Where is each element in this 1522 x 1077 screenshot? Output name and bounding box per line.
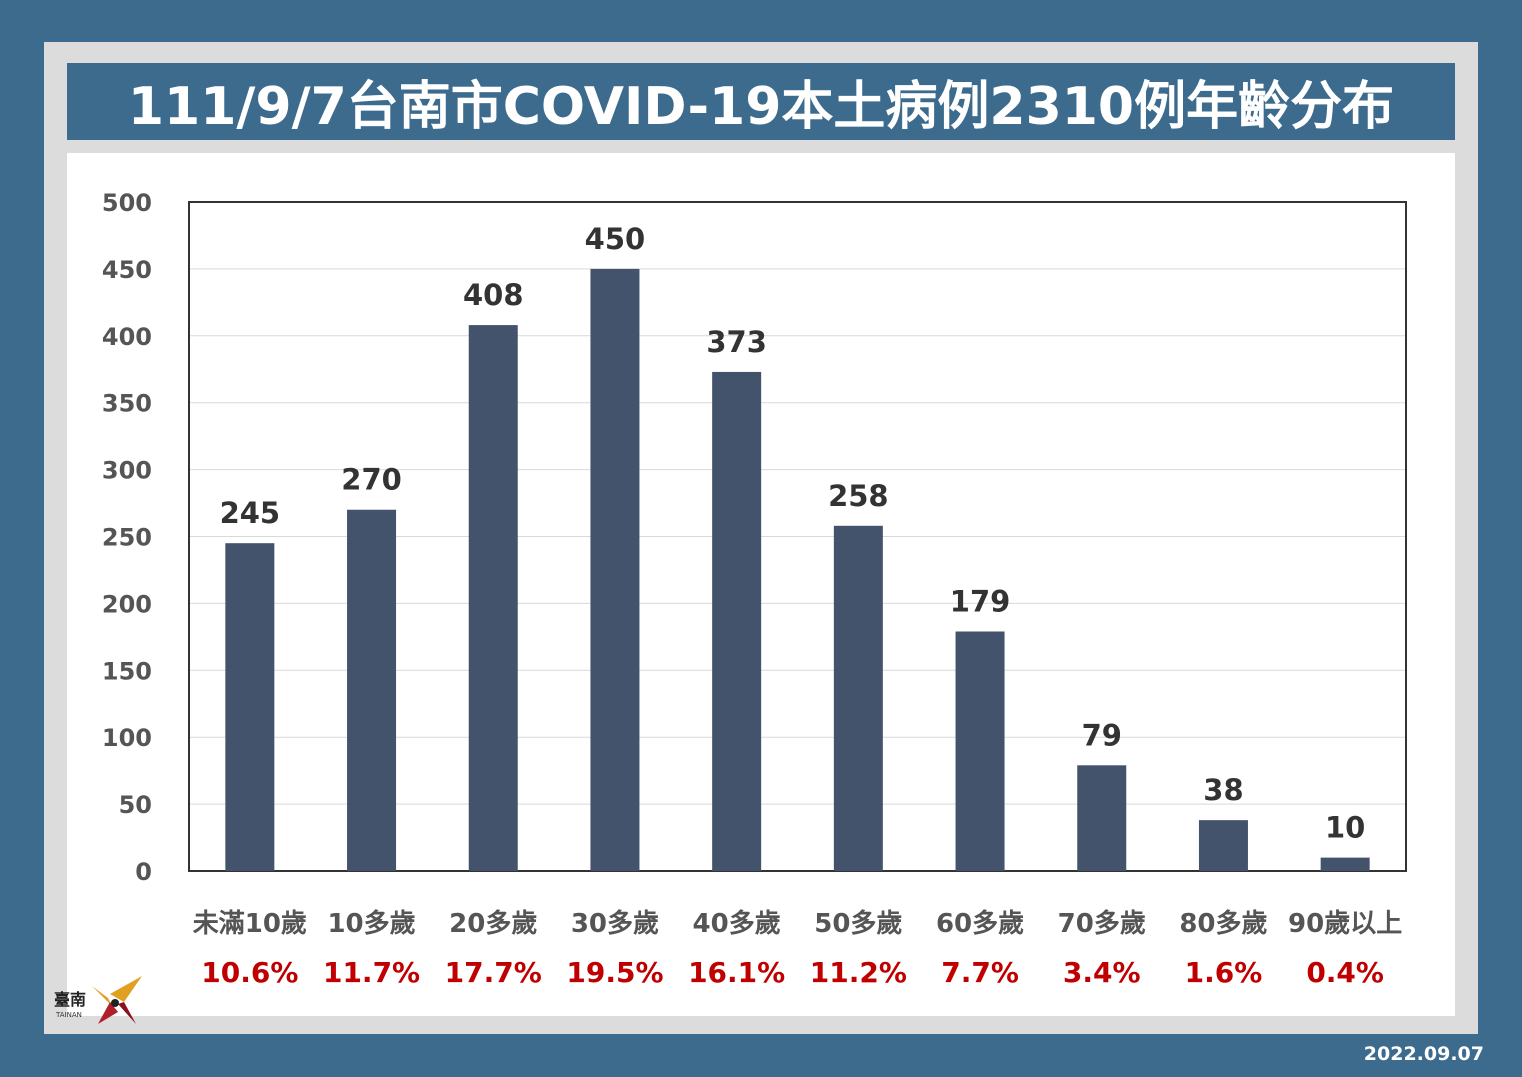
data-label: 258 — [828, 479, 889, 513]
plot-frame — [188, 201, 1407, 872]
data-label: 245 — [220, 496, 281, 530]
percent-label: 11.7% — [323, 956, 420, 989]
bar — [347, 509, 397, 871]
y-tick-label: 250 — [102, 524, 152, 552]
x-tick-label: 90歲以上 — [1288, 909, 1402, 939]
data-label: 10 — [1325, 811, 1365, 845]
y-tick-label: 100 — [102, 724, 152, 752]
y-tick-label: 400 — [102, 323, 152, 351]
bar — [1320, 857, 1370, 871]
data-label: 408 — [463, 278, 524, 312]
data-label: 450 — [585, 222, 646, 256]
x-tick-label: 50多歲 — [814, 909, 902, 939]
data-label: 270 — [341, 463, 402, 497]
x-tick-label: 60多歲 — [936, 909, 1024, 939]
logo-subtext: TAINAN — [56, 1011, 82, 1019]
percent-label: 0.4% — [1306, 956, 1384, 989]
x-tick-label: 80多歲 — [1179, 909, 1267, 939]
y-tick-label: 500 — [102, 189, 152, 217]
logo-emblem-icon — [92, 976, 142, 1024]
y-tick-label: 50 — [119, 791, 152, 819]
y-tick-label: 150 — [102, 657, 152, 685]
percent-label: 19.5% — [566, 956, 663, 989]
bar — [590, 268, 640, 871]
data-label: 373 — [706, 325, 767, 359]
percent-label: 11.2% — [810, 956, 907, 989]
y-tick-label: 0 — [135, 858, 152, 886]
chart-title: 111/9/7台南市COVID-19本土病例2310例年齡分布 — [67, 63, 1455, 140]
percent-label: 16.1% — [688, 956, 785, 989]
percent-label: 10.6% — [201, 956, 298, 989]
bar — [833, 525, 883, 871]
percent-label: 1.6% — [1185, 956, 1263, 989]
percent-label: 3.4% — [1063, 956, 1141, 989]
x-tick-label: 10多歲 — [327, 909, 415, 939]
publish-date: 2022.09.07 — [1363, 1043, 1484, 1065]
y-tick-label: 350 — [102, 390, 152, 418]
bar — [225, 543, 275, 871]
x-tick-label: 30多歲 — [571, 909, 659, 939]
bar — [712, 371, 762, 871]
logo-text: 臺南 — [54, 990, 87, 1009]
data-label: 38 — [1203, 773, 1243, 807]
bar — [1198, 820, 1248, 871]
percent-label: 7.7% — [941, 956, 1019, 989]
bar — [468, 325, 518, 871]
y-tick-label: 200 — [102, 590, 152, 618]
x-tick-label: 40多歲 — [693, 909, 781, 939]
x-tick-label: 70多歲 — [1058, 909, 1146, 939]
bar — [955, 631, 1005, 871]
tainan-logo: 臺南 TAINAN — [52, 972, 147, 1027]
data-label: 179 — [950, 584, 1011, 618]
y-tick-label: 450 — [102, 256, 152, 284]
data-label: 79 — [1082, 718, 1122, 752]
x-tick-label: 未滿10歲 — [193, 909, 307, 939]
bar — [1077, 765, 1127, 871]
x-tick-label: 20多歲 — [449, 909, 537, 939]
y-tick-label: 300 — [102, 457, 152, 485]
percent-label: 17.7% — [445, 956, 542, 989]
